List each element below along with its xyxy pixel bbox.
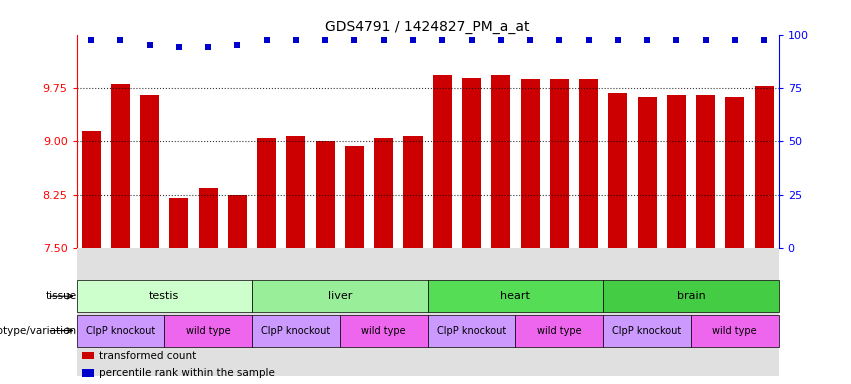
Point <box>552 36 566 43</box>
Bar <box>603 314 691 347</box>
Point <box>494 36 507 43</box>
Bar <box>550 79 568 248</box>
Point <box>728 36 741 43</box>
Text: wild type: wild type <box>362 326 406 336</box>
Point <box>114 36 128 43</box>
Point <box>143 42 157 48</box>
Text: wild type: wild type <box>186 326 231 336</box>
Bar <box>516 314 603 347</box>
Bar <box>111 84 130 248</box>
Text: testis: testis <box>149 291 180 301</box>
Text: ClpP knockout: ClpP knockout <box>86 326 155 336</box>
Point <box>231 42 244 48</box>
Bar <box>374 138 393 248</box>
Point <box>260 36 273 43</box>
Point <box>318 36 332 43</box>
Bar <box>403 136 422 248</box>
Bar <box>345 146 364 248</box>
Point <box>289 36 303 43</box>
Bar <box>140 95 159 248</box>
Bar <box>427 280 603 312</box>
Bar <box>603 280 779 312</box>
Bar <box>579 79 598 248</box>
Point <box>436 36 449 43</box>
Text: percentile rank within the sample: percentile rank within the sample <box>99 368 274 378</box>
Text: liver: liver <box>328 291 352 301</box>
Point <box>172 44 186 50</box>
Point <box>523 36 537 43</box>
Point <box>640 36 654 43</box>
Bar <box>667 95 686 248</box>
Title: GDS4791 / 1424827_PM_a_at: GDS4791 / 1424827_PM_a_at <box>325 20 530 33</box>
Bar <box>199 188 218 248</box>
Bar <box>82 131 100 248</box>
Text: wild type: wild type <box>537 326 581 336</box>
Bar <box>462 78 481 248</box>
Point <box>406 36 420 43</box>
Text: ClpP knockout: ClpP knockout <box>613 326 682 336</box>
Point <box>377 36 391 43</box>
Point <box>84 36 98 43</box>
Bar <box>696 95 715 248</box>
Point <box>699 36 712 43</box>
Bar <box>164 314 252 347</box>
Text: ClpP knockout: ClpP knockout <box>261 326 330 336</box>
Bar <box>77 314 164 347</box>
Text: wild type: wild type <box>712 326 757 336</box>
Bar <box>257 138 277 248</box>
Text: ClpP knockout: ClpP knockout <box>437 326 506 336</box>
Point <box>611 36 625 43</box>
Bar <box>637 97 656 248</box>
Bar <box>252 280 428 312</box>
Point <box>670 36 683 43</box>
Text: tissue: tissue <box>45 291 77 301</box>
Point <box>202 44 215 50</box>
Bar <box>228 195 247 248</box>
Text: brain: brain <box>677 291 705 301</box>
Point <box>582 36 596 43</box>
Bar <box>169 198 188 248</box>
Bar <box>77 280 252 312</box>
Bar <box>725 97 745 248</box>
Bar <box>491 75 511 248</box>
Text: genotype/variation: genotype/variation <box>0 326 77 336</box>
Point <box>348 36 362 43</box>
Text: transformed count: transformed count <box>99 351 196 361</box>
Point <box>757 36 771 43</box>
Bar <box>252 314 340 347</box>
Bar <box>691 314 779 347</box>
Bar <box>755 86 774 248</box>
Bar <box>83 352 94 359</box>
Text: heart: heart <box>500 291 530 301</box>
Bar <box>608 93 627 248</box>
Bar <box>316 141 334 248</box>
Bar <box>427 314 516 347</box>
Bar <box>83 369 94 377</box>
Point <box>465 36 478 43</box>
Bar <box>433 75 452 248</box>
Bar <box>340 314 428 347</box>
Bar <box>287 136 306 248</box>
Bar <box>521 79 540 248</box>
